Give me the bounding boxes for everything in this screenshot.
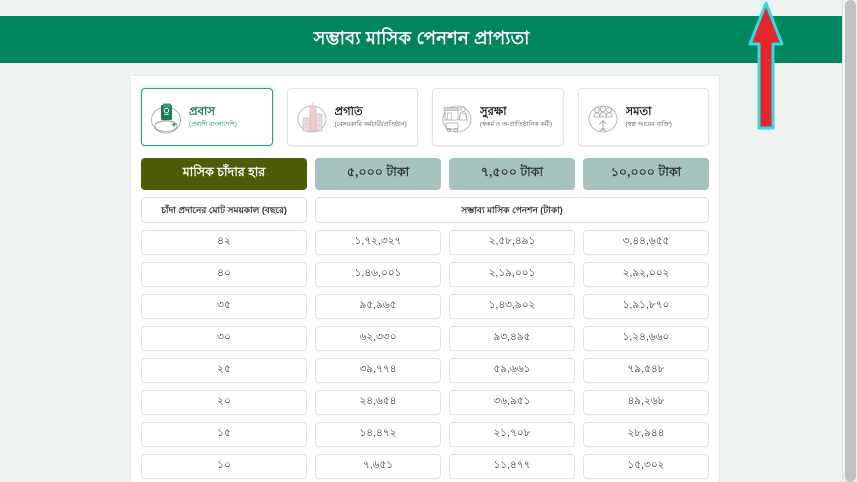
row-value-5000: ৭,৬৫১	[315, 454, 441, 479]
row-value-5000: ৬২,৩৩০	[315, 326, 441, 351]
row-years: ২০	[141, 390, 307, 415]
row-value-7500: ৫৯,৬৬১	[449, 358, 575, 383]
scheme-tab-probash-text: প্রবাস (প্রবাসী বাংলাদেশি)	[189, 106, 237, 128]
row-value-5000: ৩৯,৭৭৪	[315, 358, 441, 383]
row-value-5000: ১,৪৬,০০১	[315, 262, 441, 287]
scheme-tab-probash-subtitle: (প্রবাসী বাংলাদেশি)	[189, 120, 237, 128]
row-value-7500: ৯৩,৪৯৫	[449, 326, 575, 351]
scheme-tab-progoti-text: প্রগতি (বেসরকারি কর্মচারী/প্রতিষ্ঠান)	[335, 106, 407, 128]
scheme-tab-surokkha-subtitle: (স্বকর্ম ও অ-প্রাতিষ্ঠানিক কর্মী)	[480, 120, 553, 128]
header-amount-5000[interactable]: ৫,০০০ টাকা	[315, 158, 441, 190]
scheme-tab-progoti-subtitle: (বেসরকারি কর্মচারী/প্রতিষ্ঠান)	[334, 120, 407, 128]
row-value-5000: ৯৫,৯৬৫	[315, 294, 441, 319]
scrollbar-thumb[interactable]	[845, 0, 856, 482]
row-value-10000: ১,২৪,৬৬০	[583, 326, 709, 351]
scheme-tab-probash-title: প্রবাস	[189, 105, 215, 118]
subheader-pension-label: সম্ভাব্য মাসিক পেনশন (টাকা)	[315, 197, 709, 223]
scheme-tab-surokkha[interactable]: সুরক্ষা (স্বকর্ম ও অ-প্রাতিষ্ঠানিক কর্মী…	[432, 88, 564, 146]
scheme-tab-somota-subtitle: (স্বল্প আয়ের ব্যক্তি)	[625, 120, 672, 128]
table-row: ৩০ ৬২,৩৩০ ৯৩,৪৯৫ ১,২৪,৬৬০	[141, 326, 709, 351]
row-value-7500: ১১,৪৭৭	[449, 454, 575, 479]
table-header-row: মাসিক চাঁদার হার ৫,০০০ টাকা ৭,৫০০ টাকা ১…	[141, 158, 709, 190]
row-value-7500: ৩৬,৯৫১	[449, 390, 575, 415]
page-header-band: সম্ভাব্য মাসিক পেনশন প্রাপ্যতা	[0, 16, 843, 63]
scheme-tab-progoti-title: প্রগতি	[334, 105, 363, 118]
table-row: ৪০ ১,৪৬,০০১ ২,১৯,০০১ ২,৯২,০০২	[141, 262, 709, 287]
row-years: ২৫	[141, 358, 307, 383]
scheme-tab-somota-text: সমতা (স্বল্প আয়ের ব্যক্তি)	[626, 106, 672, 128]
row-years: ১০	[141, 454, 307, 479]
header-amount-7500[interactable]: ৭,৫০০ টাকা	[449, 158, 575, 190]
row-value-10000: ৭৯,৫৪৮	[583, 358, 709, 383]
scheme-tab-probash[interactable]: প্রবাস (প্রবাসী বাংলাদেশি)	[141, 88, 273, 146]
family-group-icon	[585, 97, 621, 137]
row-value-10000: ৩,৪৪,৬৫৫	[583, 230, 709, 255]
passport-globe-icon	[148, 97, 184, 137]
row-years: ৩৫	[141, 294, 307, 319]
table-row: ২৫ ৩৯,৭৭৪ ৫৯,৬৬১ ৭৯,৫৪৮	[141, 358, 709, 383]
row-value-10000: ৪৯,২৬৮	[583, 390, 709, 415]
shop-worker-icon	[439, 97, 475, 137]
scheme-tab-surokkha-text: সুরক্ষা (স্বকর্ম ও অ-প্রাতিষ্ঠানিক কর্মী…	[480, 106, 552, 128]
scheme-tab-progoti[interactable]: প্রগতি (বেসরকারি কর্মচারী/প্রতিষ্ঠান)	[286, 88, 418, 146]
table-row: ৪২ ১,৭২,৩২৭ ২,৫৮,৪৯১ ৩,৪৪,৬৫৫	[141, 230, 709, 255]
scheme-tab-surokkha-title: সুরক্ষা	[480, 105, 507, 118]
row-years: ৪০	[141, 262, 307, 287]
row-value-10000: ১,৯১,৮৭০	[583, 294, 709, 319]
table-row: ১৫ ১৪,৪৭২ ২১,৭০৮ ২৮,৯৪৪	[141, 422, 709, 447]
scheme-tabs: প্রবাস (প্রবাসী বাংলাদেশি) প্	[131, 76, 719, 156]
row-value-10000: ২৮,৯৪৪	[583, 422, 709, 447]
row-value-5000: ২৪,৬৫৪	[315, 390, 441, 415]
table-row: ৩৫ ৯৫,৯৬৫ ১,৪৩,৯০২ ১,৯১,৮৭০	[141, 294, 709, 319]
header-rate-label[interactable]: মাসিক চাঁদার হার	[141, 158, 307, 190]
row-value-7500: ২,১৯,০০১	[449, 262, 575, 287]
row-years: ১৫	[141, 422, 307, 447]
table-row: ২০ ২৪,৬৫৪ ৩৬,৯৫১ ৪৯,২৬৮	[141, 390, 709, 415]
scheme-tab-somota-title: সমতা	[625, 105, 652, 118]
row-value-7500: ২,৫৮,৪৯১	[449, 230, 575, 255]
row-value-10000: ২,৯২,০০২	[583, 262, 709, 287]
scheme-tab-somota[interactable]: সমতা (স্বল্প আয়ের ব্যক্তি)	[577, 88, 709, 146]
row-years: ৪২	[141, 230, 307, 255]
row-value-7500: ১,৪৩,৯০২	[449, 294, 575, 319]
row-value-7500: ২১,৭০৮	[449, 422, 575, 447]
pension-table: মাসিক চাঁদার হার ৫,০০০ টাকা ৭,৫০০ টাকা ১…	[131, 156, 719, 482]
row-value-5000: ১,৭২,৩২৭	[315, 230, 441, 255]
row-value-5000: ১৪,৪৭২	[315, 422, 441, 447]
page-title: সম্ভাব্য মাসিক পেনশন প্রাপ্যতা	[313, 28, 530, 48]
table-subheader-row: চাঁদা প্রদানের মোট সময়কাল (বছরে) সম্ভাব…	[141, 197, 709, 223]
pension-card: প্রবাস (প্রবাসী বাংলাদেশি) প্	[131, 76, 719, 482]
row-value-10000: ১৫,৩০২	[583, 454, 709, 479]
table-row: ১০ ৭,৬৫১ ১১,৪৭৭ ১৫,৩০২	[141, 454, 709, 479]
vertical-scrollbar[interactable]	[842, 0, 857, 482]
city-buildings-icon	[294, 97, 330, 137]
header-amount-10000[interactable]: ১০,০০০ টাকা	[583, 158, 709, 190]
row-years: ৩০	[141, 326, 307, 351]
subheader-years-label: চাঁদা প্রদানের মোট সময়কাল (বছরে)	[141, 197, 307, 223]
